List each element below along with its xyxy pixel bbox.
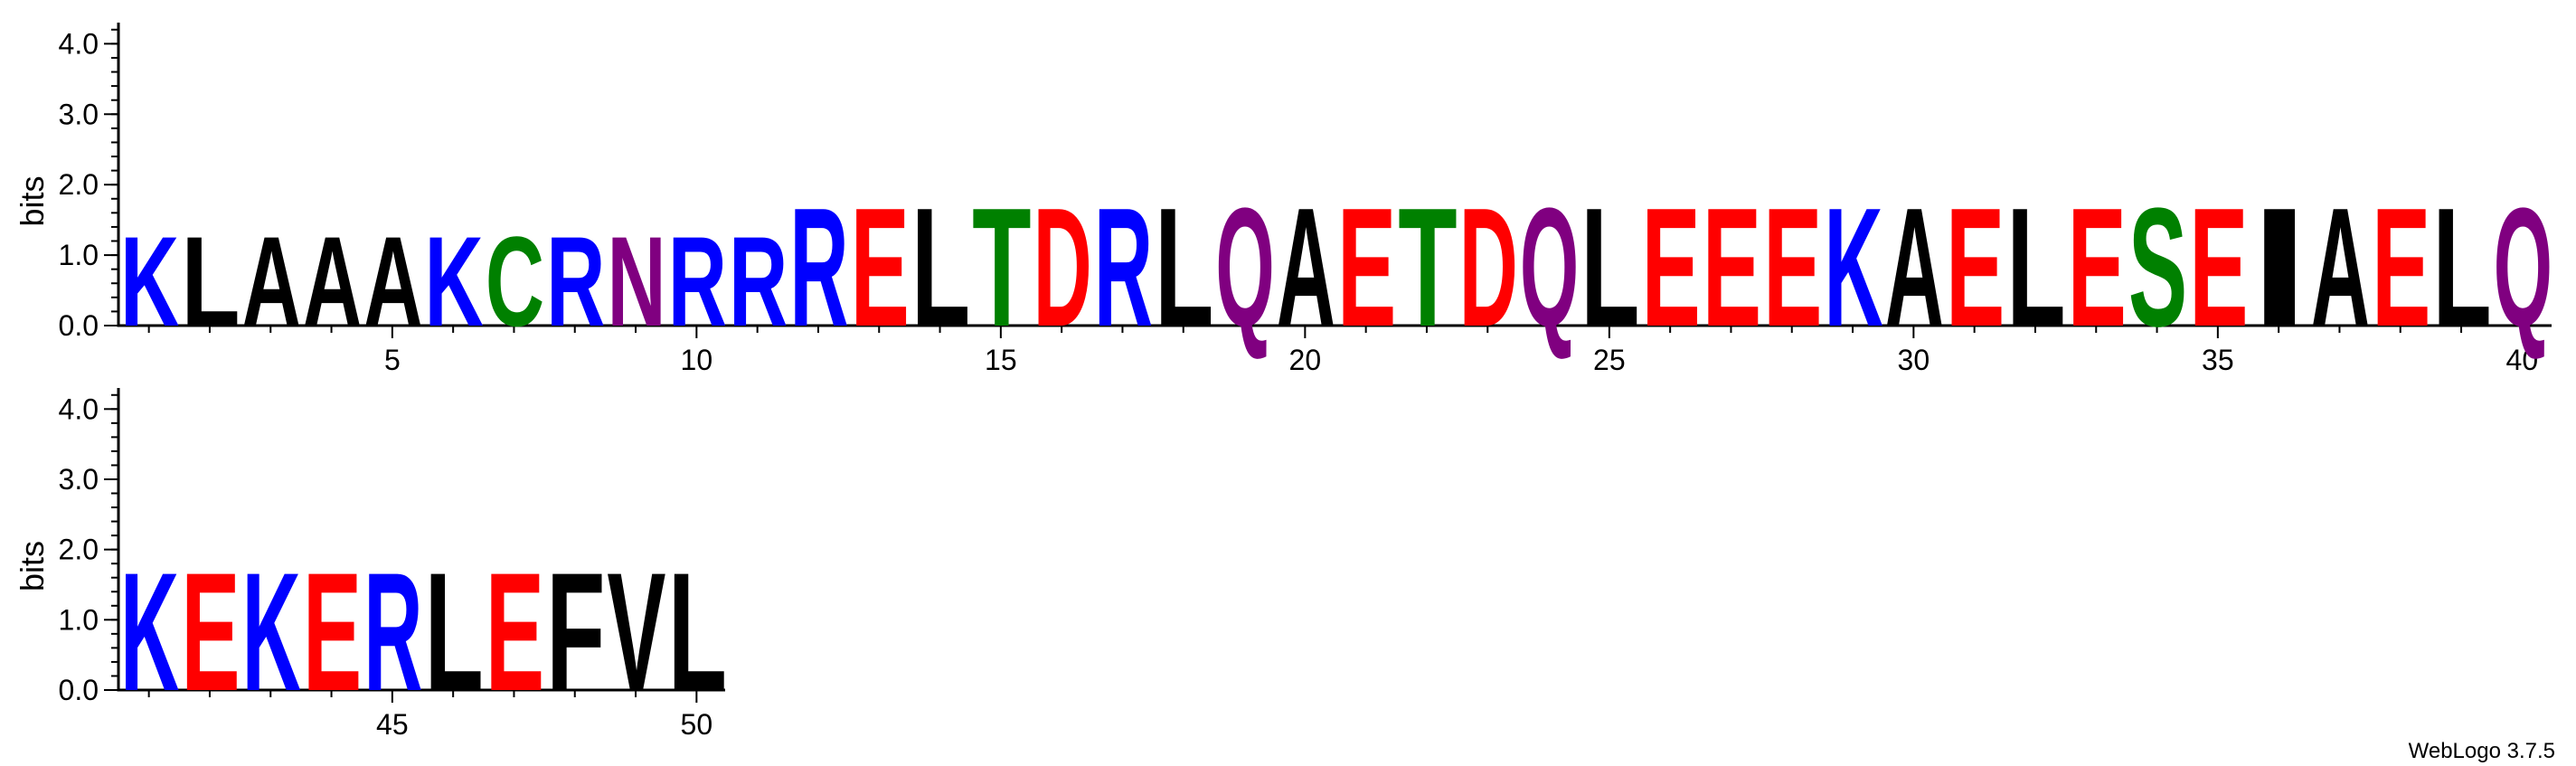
logo-letter-L: L [425,538,484,727]
x-tick-label: 5 [384,344,401,376]
y-tick-label: 1.0 [59,239,99,271]
y-tick-label: 0.0 [59,674,99,706]
logo-letter-Q: Q [1215,173,1274,362]
y-tick-label: 1.0 [59,603,99,636]
logo-letter-Q: Q [1520,173,1579,362]
logo-letter-L: L [1155,174,1213,363]
y-tick-label: 3.0 [59,98,99,130]
logo-letter-E: E [1703,173,1761,362]
x-tick-label: 10 [681,344,713,376]
logo-letter-I: I [2250,174,2309,363]
logo-letter-E: E [2068,173,2127,362]
logo-letter-N: N [607,212,665,354]
x-tick-label: 45 [376,708,409,741]
logo-letter-V: V [607,537,665,726]
logo-letter-E: E [1946,173,2005,362]
x-tick-label: 15 [985,344,1017,376]
x-tick-label: 50 [681,708,713,741]
logo-letter-E: E [1642,173,1701,362]
logo-letter-T: T [972,174,1031,363]
logo-letter-E: E [486,537,544,726]
y-tick-label: 3.0 [59,463,99,496]
logo-letter-A: A [303,212,362,354]
logo-letter-R: R [1094,174,1153,363]
logo-letter-L: L [668,538,727,727]
logo-letter-A: A [1277,174,1335,363]
y-tick-label: 2.0 [59,534,99,566]
logo-letter-R: R [546,212,605,354]
logo-letter-R: R [729,212,788,354]
logo-letter-A: A [363,212,422,354]
logo-letter-E: E [1337,173,1396,362]
y-tick-label: 0.0 [59,309,99,342]
logo-letter-E: E [851,173,910,362]
logo-letter-E: E [2189,173,2248,362]
logo-letter-L: L [181,211,240,354]
y-tick-label: 4.0 [59,27,99,60]
logo-letter-A: A [242,212,301,354]
logo-letter-E: E [303,537,362,726]
logo-letter-Q: Q [2494,173,2552,362]
logo-letter-L: L [1581,174,1639,363]
x-tick-label: 30 [1898,344,1930,376]
y-tick-label: 2.0 [59,168,99,201]
logo-letter-S: S [2128,173,2187,362]
x-tick-label: 25 [1593,344,1626,376]
logo-letter-L: L [2006,174,2065,363]
logo-letter-A: A [2311,174,2370,363]
logo-letter-R: R [363,538,422,727]
logo-letter-A: A [1885,174,1944,363]
logo-letter-C: C [486,212,544,354]
y-axis-label: bits [14,541,51,591]
x-tick-label: 20 [1289,344,1322,376]
x-tick-label: 35 [2202,344,2234,376]
logo-letter-T: T [1398,174,1457,363]
logo-letter-R: R [668,212,727,354]
logo-letter-F: F [546,538,605,727]
logo-letter-E: E [2372,173,2430,362]
x-tick-label: 40 [2506,344,2539,376]
logo-letter-E: E [181,537,240,726]
logo-letter-D: D [1459,174,1518,363]
logo-letter-L: L [2432,174,2491,363]
logo-letter-L: L [911,174,970,363]
logo-letter-K: K [1824,174,1882,363]
logo-letter-E: E [1763,173,1822,362]
logo-letter-D: D [1033,174,1092,363]
y-tick-label: 4.0 [59,392,99,425]
logo-letter-K: K [120,538,179,727]
logo-letter-R: R [789,174,848,363]
y-axis-label: bits [14,175,51,226]
logo-letter-K: K [242,538,301,727]
logo-letter-K: K [120,212,179,354]
logo-letter-K: K [425,212,484,354]
weblogo-credit: WebLogo 3.7.5 [2409,739,2555,763]
